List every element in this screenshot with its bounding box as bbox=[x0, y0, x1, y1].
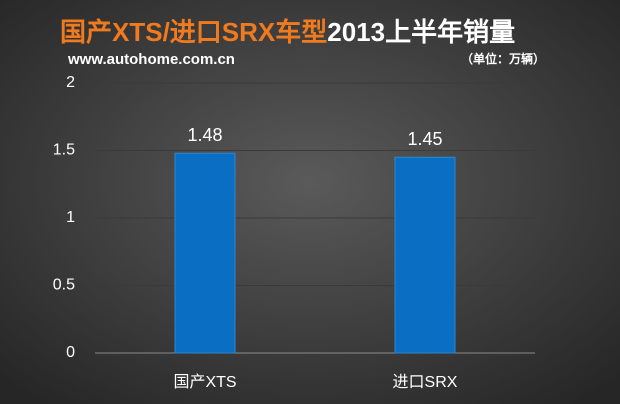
unit-label: （单位：万辆） bbox=[461, 51, 545, 66]
value-label: 1.45 bbox=[407, 129, 442, 149]
y-tick-label: 0 bbox=[66, 344, 75, 361]
x-tick-label: 进口SRX bbox=[393, 373, 458, 391]
y-tick-label: 0.5 bbox=[53, 277, 75, 294]
chart-title: 国产XTS/进口SRX车型2013上半年销量 bbox=[60, 17, 515, 47]
title-part: 国产XTS/进口SRX车型 bbox=[60, 17, 327, 47]
value-label: 1.48 bbox=[187, 125, 222, 145]
subtitle: www.autohome.com.cn bbox=[67, 51, 235, 68]
y-tick-label: 2 bbox=[66, 74, 75, 91]
y-tick-label: 1.5 bbox=[53, 142, 75, 159]
title-part: 2013上半年销量 bbox=[327, 17, 515, 47]
y-tick-label: 1 bbox=[66, 209, 75, 226]
bar bbox=[394, 156, 456, 354]
x-tick-label: 国产XTS bbox=[173, 373, 236, 391]
bar bbox=[174, 152, 236, 354]
